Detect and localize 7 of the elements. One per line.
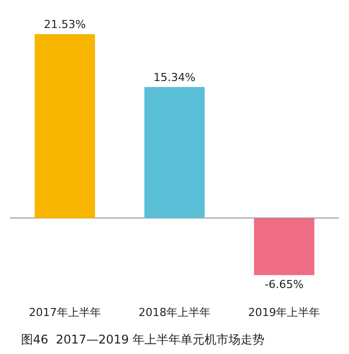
data-label: 15.34% — [154, 71, 196, 84]
x-tick-label: 2018年上半年 — [138, 306, 210, 319]
data-label: 21.53% — [44, 18, 86, 32]
data-label: -6.65% — [264, 278, 304, 292]
x-tick-label: 2019年上半年 — [248, 306, 320, 319]
text: 图46 2017—2019 年上半年单元机市场走势 — [20, 332, 265, 346]
x-tick-label: 2017年上半年 — [28, 306, 101, 319]
